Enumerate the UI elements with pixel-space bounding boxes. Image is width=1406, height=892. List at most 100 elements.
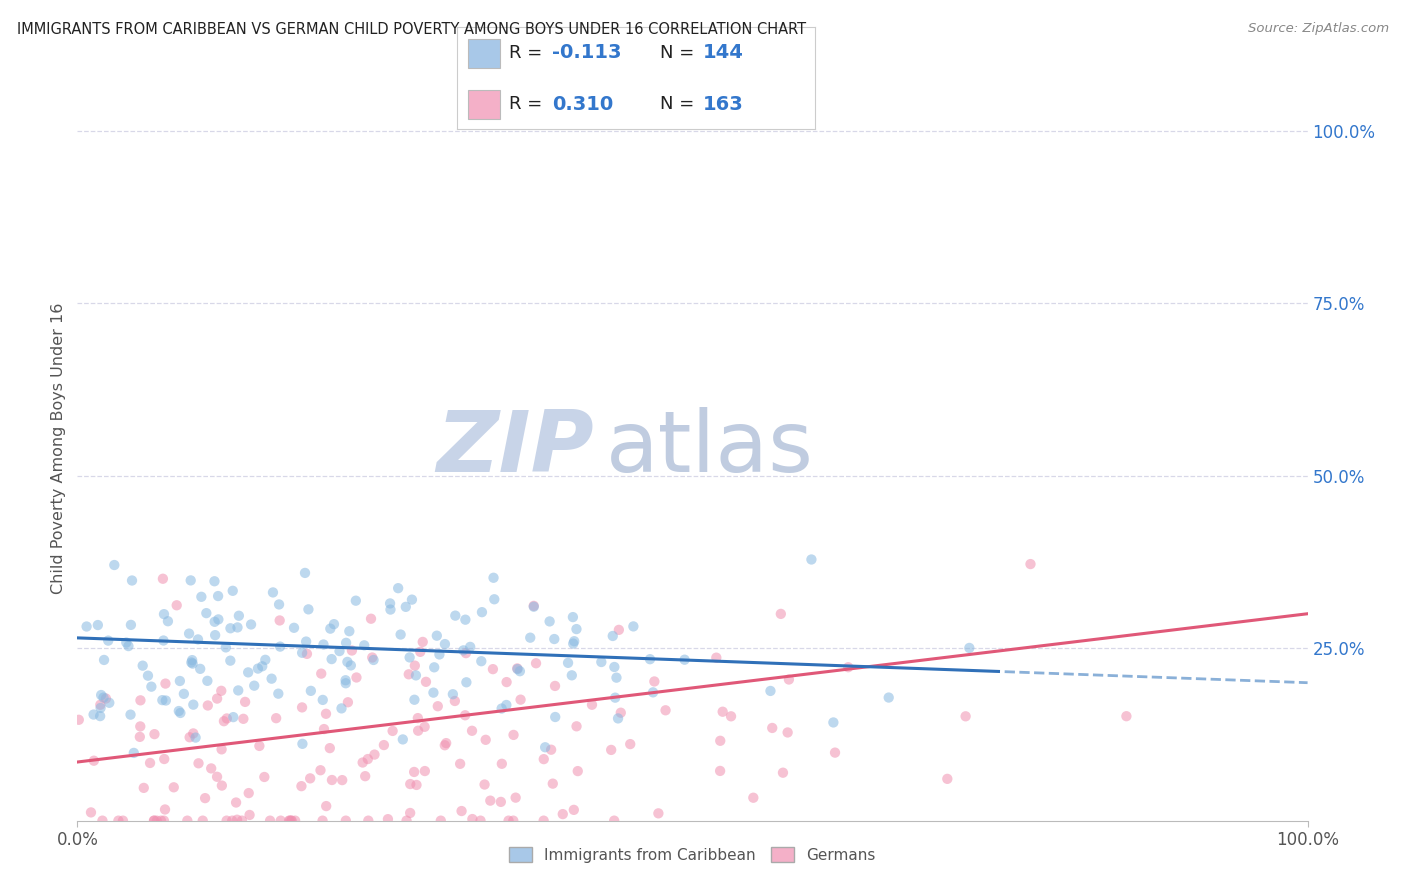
Point bbox=[357, 752, 380, 766]
Point bbox=[422, 685, 444, 699]
Point bbox=[83, 707, 105, 722]
Point bbox=[205, 770, 228, 784]
Point bbox=[181, 726, 204, 740]
Point bbox=[491, 756, 513, 771]
Point bbox=[405, 668, 427, 682]
Point bbox=[226, 683, 249, 698]
Point bbox=[426, 699, 449, 714]
Point bbox=[363, 653, 385, 667]
Point bbox=[474, 778, 496, 792]
Point bbox=[215, 711, 238, 725]
Point bbox=[772, 765, 794, 780]
Point bbox=[278, 814, 301, 828]
Point bbox=[153, 752, 176, 766]
Point bbox=[209, 683, 232, 698]
Point bbox=[336, 695, 359, 709]
Point bbox=[543, 632, 565, 646]
Point bbox=[340, 643, 363, 657]
Point bbox=[93, 653, 115, 667]
Point bbox=[309, 666, 332, 681]
Point bbox=[395, 599, 418, 614]
Point bbox=[80, 805, 103, 820]
Point bbox=[495, 675, 517, 690]
Point bbox=[252, 659, 274, 673]
Point bbox=[519, 631, 541, 645]
Point bbox=[142, 814, 165, 828]
Point bbox=[143, 727, 166, 741]
Point bbox=[169, 706, 191, 720]
Point bbox=[709, 764, 731, 778]
Point bbox=[643, 674, 665, 689]
Point bbox=[377, 812, 399, 826]
Point bbox=[319, 622, 342, 636]
Point bbox=[495, 698, 517, 712]
Point bbox=[404, 658, 426, 673]
Point bbox=[709, 733, 731, 747]
Point bbox=[155, 693, 177, 707]
Point bbox=[335, 673, 357, 688]
Point bbox=[454, 708, 477, 723]
Point bbox=[195, 606, 218, 620]
Point bbox=[291, 646, 314, 660]
Point bbox=[453, 643, 475, 657]
Point bbox=[226, 620, 249, 634]
Point bbox=[502, 728, 524, 742]
Point bbox=[132, 780, 155, 795]
Point bbox=[120, 618, 142, 632]
Point bbox=[191, 814, 214, 828]
Point bbox=[404, 764, 426, 779]
Point bbox=[267, 598, 290, 612]
Point bbox=[544, 679, 567, 693]
Point bbox=[769, 607, 792, 621]
Point bbox=[413, 720, 436, 734]
Point bbox=[219, 621, 242, 635]
Point bbox=[221, 814, 243, 828]
Point bbox=[391, 732, 413, 747]
Point bbox=[335, 676, 357, 690]
Point bbox=[129, 719, 152, 733]
Point bbox=[533, 814, 555, 828]
Point bbox=[458, 640, 481, 654]
Point bbox=[152, 572, 174, 586]
Point bbox=[312, 722, 335, 736]
Point bbox=[461, 723, 484, 738]
Point bbox=[67, 713, 90, 727]
Point bbox=[180, 656, 202, 670]
Point bbox=[444, 608, 467, 623]
Point bbox=[212, 714, 235, 729]
Point bbox=[544, 710, 567, 724]
Bar bbox=[468, 39, 501, 68]
Point bbox=[93, 690, 115, 705]
Point bbox=[474, 732, 496, 747]
Point bbox=[204, 628, 226, 642]
Point bbox=[136, 668, 159, 682]
Point bbox=[295, 634, 318, 648]
Point bbox=[523, 599, 546, 613]
Point bbox=[215, 640, 238, 655]
Point bbox=[824, 746, 846, 760]
Point bbox=[434, 736, 457, 750]
Point bbox=[565, 719, 588, 733]
Point bbox=[484, 592, 506, 607]
Point bbox=[190, 590, 212, 604]
Point bbox=[222, 583, 245, 598]
Point bbox=[238, 786, 260, 800]
Point bbox=[401, 592, 423, 607]
Point bbox=[619, 737, 641, 751]
Point bbox=[470, 654, 492, 668]
Point bbox=[153, 814, 176, 828]
Point bbox=[111, 814, 134, 828]
Point bbox=[280, 814, 302, 828]
Point bbox=[260, 672, 283, 686]
Point bbox=[184, 731, 207, 745]
Point bbox=[541, 777, 564, 791]
Point bbox=[759, 684, 782, 698]
Text: 144: 144 bbox=[703, 44, 744, 62]
Point bbox=[243, 679, 266, 693]
Point bbox=[605, 690, 627, 705]
Point bbox=[291, 700, 314, 714]
Point bbox=[381, 723, 404, 738]
Point bbox=[107, 814, 129, 828]
Point bbox=[409, 645, 432, 659]
Point bbox=[673, 653, 696, 667]
